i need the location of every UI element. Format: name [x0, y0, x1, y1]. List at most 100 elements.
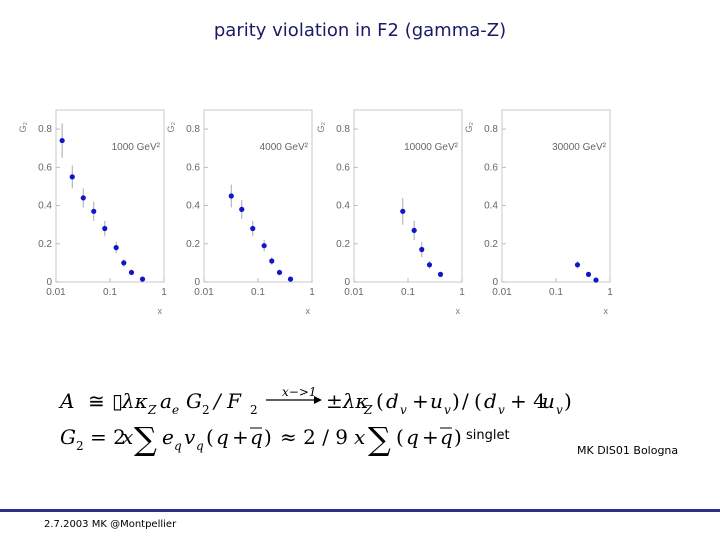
y-tick-label: 0.8 — [484, 124, 498, 135]
formula2-qbar: q — [250, 425, 263, 449]
formula2-x2: x — [354, 425, 365, 449]
formula2-sum: ∑ — [134, 420, 157, 458]
data-point — [400, 208, 406, 214]
data-point — [139, 276, 146, 282]
formula-d2: d — [484, 389, 497, 413]
formula-sub-v2: v — [444, 403, 451, 417]
formula-d1: d — [386, 389, 399, 413]
formula-lhs: A — [58, 389, 74, 413]
data-point — [574, 262, 581, 268]
data-point — [269, 258, 275, 264]
data-point — [102, 225, 108, 232]
formula-open1: ( — [376, 389, 384, 413]
data-point — [250, 225, 256, 232]
data-point — [59, 137, 65, 144]
panel-frame — [353, 109, 463, 283]
x-tick-label: 0.1 — [401, 287, 415, 298]
data-point — [287, 276, 294, 282]
y-tick-label: 0.2 — [186, 239, 200, 250]
formula: A ≅ ▯ λκ Z a e G 2 / F 2 x−>1 ±λκ Z ( d … — [58, 385, 572, 458]
y-tick-label: 0.8 — [336, 124, 350, 135]
formula2-sub-2: 2 — [76, 439, 84, 453]
formula-arrow-head — [314, 396, 322, 404]
formula2-q2: q — [406, 425, 419, 449]
q2-label: 10000 GeV² — [404, 142, 459, 153]
y-tick-label: 0.4 — [186, 201, 200, 212]
y-axis-label: G₂ — [464, 121, 474, 132]
formula-plus4: + 4 — [510, 389, 546, 413]
data-point — [593, 277, 599, 283]
formula2-close: ) — [264, 425, 272, 449]
formula2-g: G — [60, 425, 76, 449]
formula2-open2: ( — [396, 425, 404, 449]
data-point — [239, 206, 245, 212]
x-axis-label: x — [456, 306, 461, 316]
data-point — [128, 269, 135, 276]
panels-chart: 0 0.2 0.4 0.6 0.8 0.01 0.1 1 G₂ x 1000 GeV² 0 0.2 0.4… — [18, 109, 613, 316]
formula-box: ▯ — [112, 389, 123, 413]
y-axis-label: G₂ — [166, 121, 176, 132]
formula2-qbar2: q — [440, 425, 453, 449]
y-tick-label: 0 — [344, 277, 350, 288]
y-tick-label: 0.8 — [186, 124, 200, 135]
y-tick-label: 0.8 — [38, 124, 52, 135]
x-tick-label: 0.1 — [549, 287, 563, 298]
formula2-close2: ) — [454, 425, 462, 449]
panel-4: 0 0.2 0.4 0.6 0.8 0.01 0.1 1 G₂ x 30000 GeV² — [464, 109, 613, 316]
y-tick-label: 0.2 — [38, 239, 52, 250]
formula-plus1: + — [412, 389, 429, 413]
formula2-v: v — [184, 425, 196, 449]
x-tick-label: 0.1 — [103, 287, 117, 298]
formula-a: a — [160, 389, 172, 413]
formula-pm-lambda-kappa: ±λκ — [326, 389, 369, 413]
x-tick-label: 1 — [309, 287, 315, 298]
formula-lambda-kappa: λκ — [121, 389, 148, 413]
x-axis-label: x — [158, 306, 163, 316]
y-tick-label: 0.6 — [336, 162, 350, 173]
formula2-x: x — [122, 425, 133, 449]
formula-close2: ) — [564, 389, 572, 413]
data-point — [437, 271, 444, 277]
formula2-q: q — [216, 425, 229, 449]
formula-sub-v3: v — [498, 403, 505, 417]
formula2-eq: = 2 — [90, 425, 126, 449]
q2-label: 4000 GeV² — [260, 142, 309, 153]
formula-sub-2b: 2 — [250, 403, 258, 417]
formula2-sub-q2: q — [196, 439, 204, 453]
y-tick-label: 0.6 — [38, 162, 52, 173]
x-tick-label: 0.01 — [344, 287, 364, 298]
formula2-plus: + — [232, 425, 249, 449]
data-point — [121, 260, 127, 266]
formula2-sum2: ∑ — [368, 420, 391, 458]
formula-arrow-label: x−>1 — [282, 385, 317, 399]
data-point — [91, 208, 97, 214]
x-axis-label: x — [604, 306, 609, 316]
x-tick-label: 0.01 — [492, 287, 512, 298]
panel-frame — [55, 109, 165, 283]
formula-sub-e: e — [172, 403, 179, 417]
y-tick-label: 0.2 — [484, 239, 498, 250]
formula-sub-v4: v — [556, 403, 563, 417]
footer-line — [0, 509, 720, 512]
y-tick-label: 0.6 — [484, 162, 498, 173]
x-tick-label: 0.01 — [46, 287, 66, 298]
y-axis-label: G₂ — [18, 121, 28, 132]
formula-u1: u — [430, 389, 443, 413]
formula-g: G — [186, 389, 202, 413]
panel-frame — [501, 109, 611, 283]
panel-2: 0 0.2 0.4 0.6 0.8 0.01 0.1 1 G₂ x 4000 GeV² — [166, 109, 315, 316]
y-tick-label: 0 — [46, 277, 52, 288]
formula-slash-f: / F — [212, 389, 242, 413]
formula-u2: u — [542, 389, 555, 413]
panel-3: 0 0.2 0.4 0.6 0.8 0.01 0.1 1 G₂ x 10000 GeV² — [316, 109, 465, 316]
formula-open2: ( — [474, 389, 482, 413]
y-tick-label: 0.4 — [38, 201, 52, 212]
data-point — [261, 243, 267, 249]
x-axis-label: x — [306, 306, 311, 316]
formula-close1: ) — [452, 389, 460, 413]
y-tick-label: 0 — [492, 277, 498, 288]
y-tick-label: 0.4 — [336, 201, 350, 212]
data-point — [113, 245, 119, 251]
credit-label: MK DIS01 Bologna — [577, 444, 679, 457]
x-tick-label: 1 — [607, 287, 613, 298]
